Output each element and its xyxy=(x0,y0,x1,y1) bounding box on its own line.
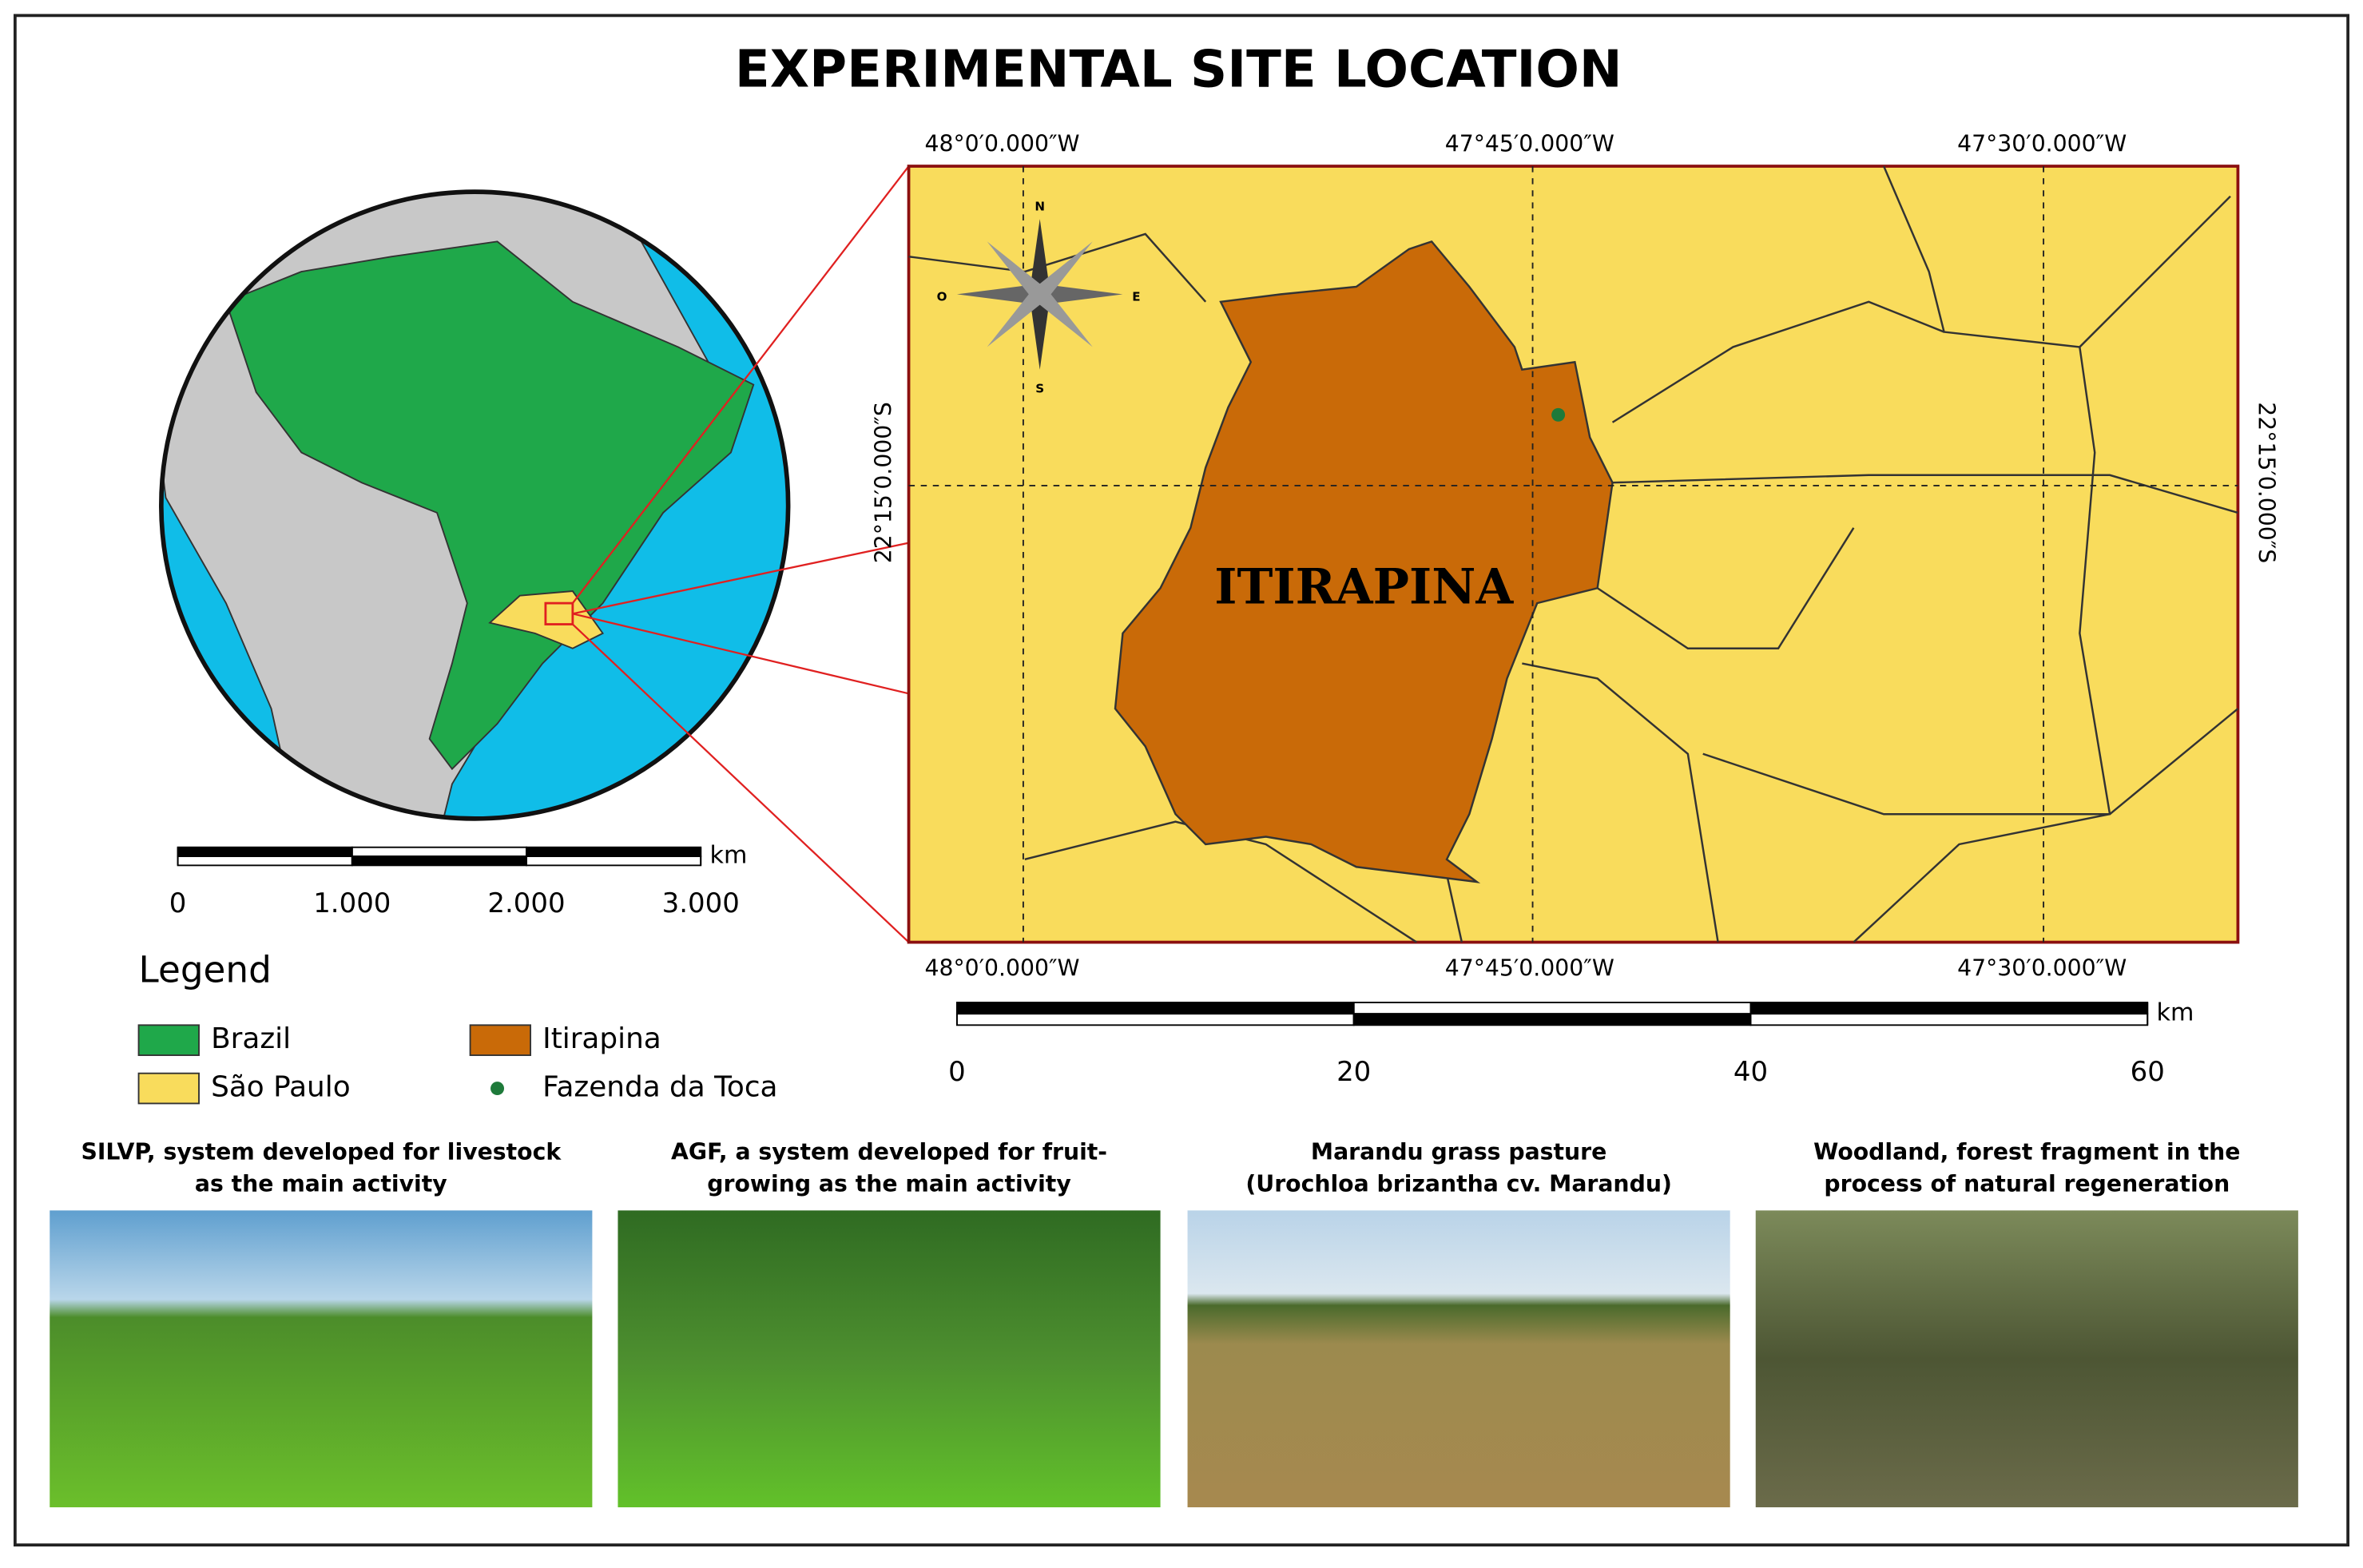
photo-caption: growing as the main activity xyxy=(707,1170,1070,1197)
photo xyxy=(1187,1210,1730,1508)
longitude-label: 48°0′0.000″W xyxy=(924,955,1079,982)
legend-swatch xyxy=(469,1024,531,1057)
latitude-label: 22°15′0.000″S xyxy=(870,402,896,563)
compass-label: S xyxy=(1035,382,1044,396)
legend-label: São Paulo xyxy=(211,1071,351,1104)
compass-label: O xyxy=(937,290,947,304)
scale-segment xyxy=(1352,1013,1752,1026)
scale-segment xyxy=(351,846,527,857)
photo xyxy=(618,1210,1161,1508)
legend-swatch xyxy=(490,1082,505,1096)
scale-segment xyxy=(526,855,702,867)
legend-label: Fazenda da Toca xyxy=(542,1071,777,1104)
longitude-label: 47°30′0.000″W xyxy=(1957,131,2127,157)
scale-segment xyxy=(1749,1002,2149,1015)
scale-tick-label: 60 xyxy=(2131,1056,2165,1088)
scale-unit: km xyxy=(2157,999,2194,1027)
legend-swatch xyxy=(137,1072,200,1105)
photo-caption: SILVP, system developed for livestock xyxy=(81,1139,562,1165)
longitude-label: 47°45′0.000″W xyxy=(1445,131,1614,157)
scale-unit: km xyxy=(710,842,748,870)
compass-label: N xyxy=(1035,199,1045,213)
detail-map: ITIRAPINA N S E O 22°15′0.000″S 22°15′0.… xyxy=(870,165,2279,944)
scale-tick-label: 1.000 xyxy=(313,887,391,919)
compass-label: E xyxy=(1132,290,1140,304)
photo-caption: Woodland, forest fragment in the xyxy=(1813,1139,2240,1165)
legend-title: Legend xyxy=(139,948,272,990)
scale-segment xyxy=(1749,1013,2149,1026)
scale-segment xyxy=(1352,1002,1752,1015)
scale-tick-label: 3.000 xyxy=(662,887,740,919)
annotations: 48°0′0.000″W 47°45′0.000″W 47°30′0.000″W 48… xyxy=(50,131,2298,1508)
title: EXPERIMENTAL SITE LOCATION xyxy=(735,40,1622,100)
legend-label: Itirapina xyxy=(542,1022,661,1055)
scale-segment xyxy=(955,1013,1355,1026)
scale-tick-label: 40 xyxy=(1734,1056,1768,1088)
longitude-label: 47°30′0.000″W xyxy=(1957,955,2127,982)
photo-caption: as the main activity xyxy=(195,1170,447,1197)
latitude-label: 22°15′0.000″S xyxy=(2253,402,2279,563)
longitude-label: 48°0′0.000″W xyxy=(924,131,1079,157)
municipality-label: ITIRAPINA xyxy=(1214,559,1514,616)
globe xyxy=(159,189,791,821)
photo xyxy=(50,1210,593,1508)
scale-tick-label: 2.000 xyxy=(487,887,565,919)
scale-segment xyxy=(526,846,702,857)
photo-caption: (Urochloa brizantha cv. Marandu) xyxy=(1245,1170,1672,1197)
scale-tick-label: 0 xyxy=(948,1056,966,1088)
scale-segment xyxy=(351,855,527,867)
photo-caption: process of natural regeneration xyxy=(1824,1170,2230,1197)
scale-tick-label: 0 xyxy=(169,887,187,919)
photo-caption: Marandu grass pasture xyxy=(1311,1139,1606,1165)
scale-segment xyxy=(955,1002,1355,1015)
legend: Brazil Itirapina São Paulo Fazenda da Toca xyxy=(137,1022,778,1105)
compass: N S E O xyxy=(937,199,1141,395)
zoom-lines xyxy=(571,165,910,943)
legend-label: Brazil xyxy=(211,1022,291,1055)
photo-caption: AGF, a system developed for fruit- xyxy=(671,1139,1107,1165)
scale-segment xyxy=(177,846,353,857)
longitude-label: 47°45′0.000″W xyxy=(1445,955,1614,982)
scale-segment xyxy=(177,855,353,867)
scale-tick-label: 20 xyxy=(1336,1056,1371,1088)
photo xyxy=(1755,1210,2298,1508)
legend-swatch xyxy=(137,1024,200,1057)
